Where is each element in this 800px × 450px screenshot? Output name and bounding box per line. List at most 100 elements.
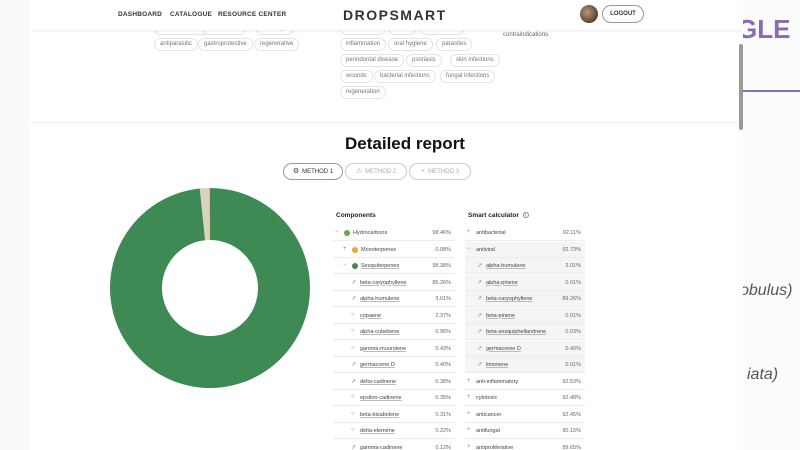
row-label: alpha-humulene [360,296,400,302]
row-value: 0.96% [435,329,451,335]
smart-calculator-label: Smart calculator [468,212,519,219]
components-row[interactable]: ↗ gamma-cadinene 0.12% [333,440,455,450]
trend-icon: ↗ [351,378,357,385]
components-row[interactable]: ○ beta-bisabolene 0.31% [333,407,455,423]
donut-slice-sesquiterpenes[interactable] [110,188,310,388]
tag-chip[interactable]: regenerative [254,38,300,51]
components-row[interactable]: ○ gamma-muurolene 0.43% [333,341,455,357]
trend-icon: ↗ [351,362,357,368]
tag-chip[interactable]: oral hygiene [388,38,433,51]
row-value: 89.26% [562,296,581,302]
row-value: 0.31% [435,411,451,418]
smart-row[interactable]: − antiviral 92.73% [465,241,585,258]
components-row[interactable]: ↗ delta-cadinene 0.38% [333,374,455,390]
row-label: epsilon-cadinene [360,395,402,401]
smart-row[interactable]: ↗ limonene 0.01% [465,357,585,373]
row-value: 0.12% [435,444,451,450]
category-dot-icon [352,263,358,269]
smart-row[interactable]: ↗ alpha-pinene 0.01% [465,274,585,291]
expand-icon[interactable]: + [467,443,471,450]
components-row[interactable]: ○ delta-elemene 0.22% [333,423,455,439]
donut-slice-other[interactable] [199,188,210,241]
donut-slice-monoterpenes[interactable] [209,188,210,241]
smart-row[interactable]: + antiproliferative 89.65% [465,440,585,450]
method-1-label: METHOD 1 [302,169,334,175]
components-row[interactable]: − Sesquiterpenes 98.38% [333,258,455,274]
tag-chip[interactable]: wounds [340,70,373,83]
row-label: beta-caryophyllene [486,296,533,302]
components-row[interactable]: ↗ alpha-humulene 3.01% [333,291,455,307]
tag-chip[interactable]: regeneration [340,86,386,99]
nav-resource-center[interactable]: RESOURCE CENTER [218,11,287,18]
row-label: anti-inflammatory [476,378,519,385]
trend-icon: ↗ [351,279,357,286]
method-2-button[interactable]: ⚠ METHOD 2 [345,163,407,180]
trend-icon: ↗ [477,362,483,368]
smart-row[interactable]: ↗ beta-sesquiphellandrene 0.03% [465,324,585,340]
circle-icon: ○ [351,328,355,334]
tag-chip[interactable]: periodontal disease [340,54,405,67]
smart-row[interactable]: ↗ alpha-humulene 3.01% [465,258,585,274]
nav-dashboard[interactable]: DASHBOARD [118,11,163,18]
nav-catalogue[interactable]: CATALOGUE [170,11,212,18]
components-row[interactable]: ○ copaene 2.37% [333,308,455,324]
row-label: anticancer [476,411,502,418]
smart-row[interactable]: + anticancer 92.45% [465,407,585,423]
smart-row[interactable]: + antifungal 90.15% [465,423,585,439]
logout-button[interactable]: LOGOUT [602,5,644,23]
right-background-window: GLE obulus) iata) [743,0,800,450]
trend-icon: ↗ [351,296,357,302]
tag-chip[interactable]: skin infections [450,54,500,67]
components-row[interactable]: ↗ germacrene D 0.40% [333,357,455,373]
smart-row[interactable]: ↗ beta-pinene 0.01% [465,307,585,324]
method-1-button[interactable]: ⚙ METHOD 1 [283,163,343,180]
components-row[interactable]: ○ alpha-cubebene 0.96% [333,324,455,340]
tag-chip[interactable]: psoriasis [406,54,442,67]
tag-chip[interactable]: parasites [436,38,473,51]
info-icon[interactable]: i [522,212,529,219]
tag-chip[interactable]: bacterial infections [374,70,436,83]
tag-chip[interactable]: gastroprotective [198,38,253,51]
row-label: Sesquiterpenes [361,263,400,269]
components-row[interactable]: + Monoterpenes 0.08% [333,242,455,258]
row-label: antifungal [476,428,500,434]
section-divider [30,122,743,123]
trend-icon: ↗ [477,312,483,319]
method-3-label: METHOD 3 [428,169,460,175]
smart-row[interactable]: + anti-inflammatory 92.53% [465,374,585,390]
smart-row[interactable]: + cytotoxic 92.48% [465,390,585,406]
method-2-label: METHOD 2 [365,169,397,175]
expand-icon[interactable]: + [343,245,347,252]
background-text-2: iata) [747,366,779,383]
row-value: 0.38% [435,378,451,385]
smart-row[interactable]: ↗ germacrene D 0.40% [465,340,585,357]
row-value: 0.01% [565,362,581,368]
logo[interactable]: DROPSMART [343,7,447,23]
smart-row[interactable]: ↗ beta-caryophyllene 89.26% [465,291,585,307]
background-heading: GLE [743,14,791,44]
avatar[interactable] [580,5,598,23]
method-3-button[interactable]: + METHOD 3 [409,163,471,180]
expand-icon[interactable]: + [467,410,471,417]
tag-chip[interactable]: inflammation [340,38,387,51]
components-row[interactable]: ↗ beta-caryophyllene 85.26% [333,275,455,291]
row-label: alpha-pinene [486,279,518,286]
smart-row[interactable]: + antibacterial 92.11% [465,225,585,241]
collapse-icon[interactable]: − [343,262,347,268]
expand-icon[interactable]: + [467,229,471,235]
components-row[interactable]: − Hydrocarbons 98.46% [333,225,455,241]
trend-icon: ↗ [351,444,357,450]
row-value: 3.01% [435,296,451,302]
components-table: − Hydrocarbons 98.46% + Monoterpenes 0.08% − Se… [333,225,455,450]
scrollbar[interactable] [739,44,743,130]
tag-chip[interactable]: antiparasitic [154,38,199,51]
expand-icon[interactable]: + [467,377,471,384]
main-page: DASHBOARD CATALOGUE RESOURCE CENTER DROP… [30,0,743,450]
tag-chip[interactable]: fungal infections [440,70,496,83]
collapse-icon[interactable]: − [335,229,339,235]
collapse-icon[interactable]: − [467,245,471,252]
components-row[interactable]: ○ epsilon-cadinene 0.35% [333,390,455,406]
expand-icon[interactable]: + [467,394,471,400]
left-background [0,0,30,450]
expand-icon[interactable]: + [467,427,471,433]
